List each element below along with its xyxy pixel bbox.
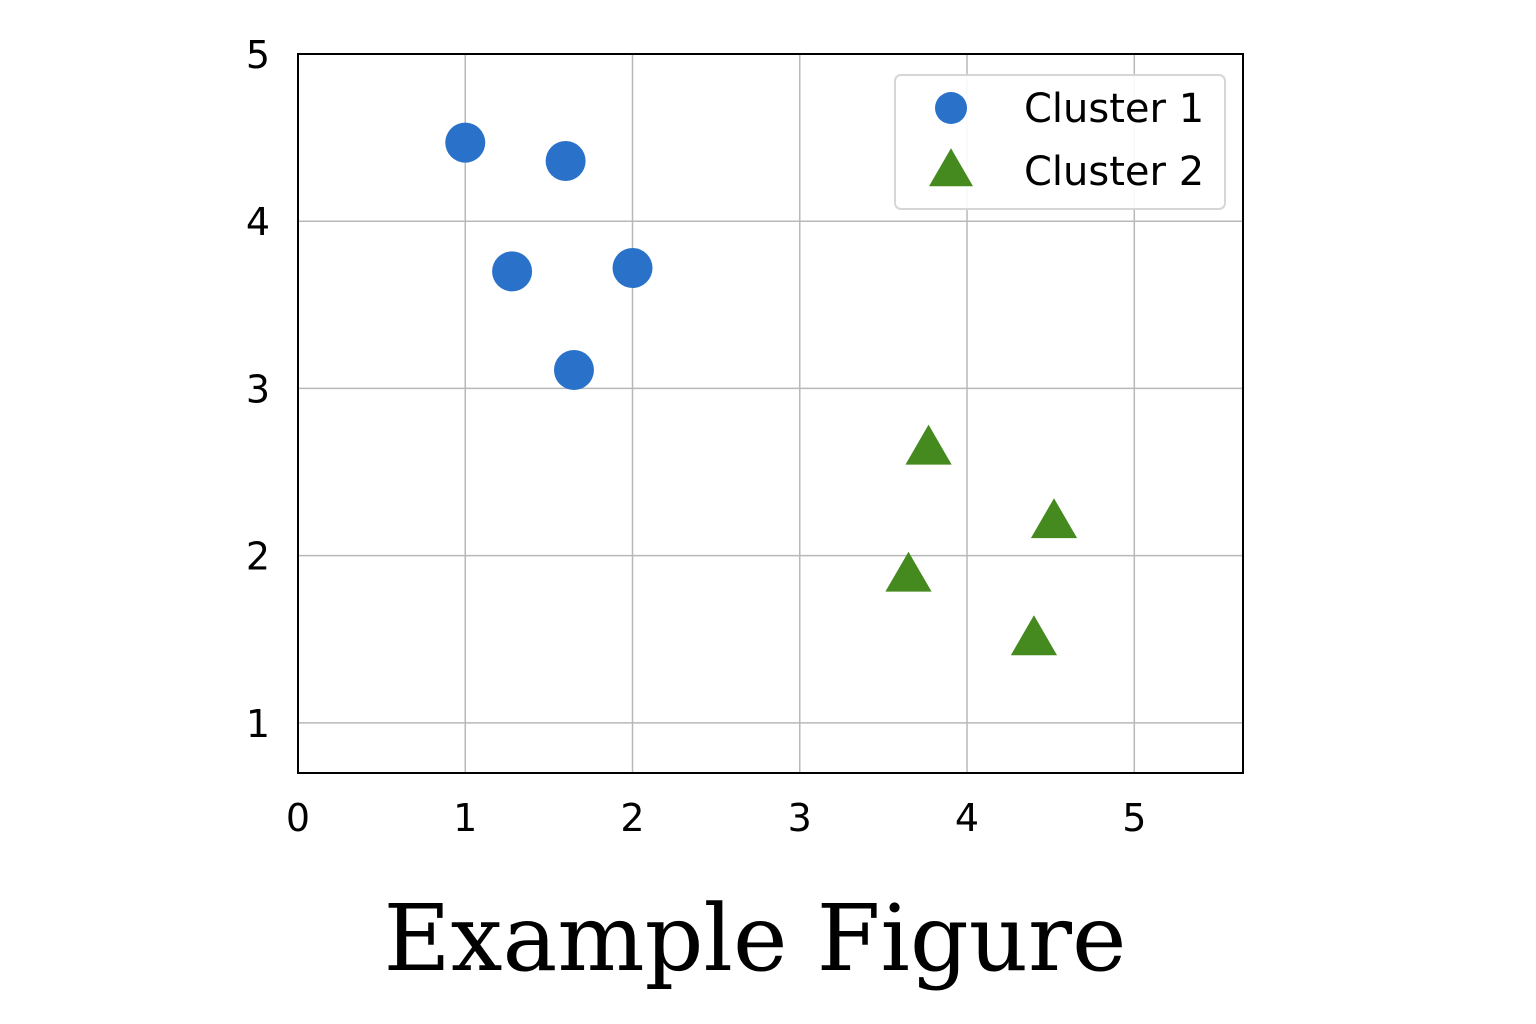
x-tick-label: 1 [453,796,477,840]
data-points [445,122,1078,656]
tick-labels: 0 1 2 3 4 5 1 2 3 4 5 [246,33,1147,840]
x-tick-label: 2 [620,796,644,840]
data-point-circle [445,122,486,163]
legend-entries: Cluster 1 Cluster 2 [929,86,1204,195]
x-tick-label: 3 [788,796,812,840]
legend: Cluster 1 Cluster 2 [894,74,1226,210]
legend-entry: Cluster 2 [929,148,1204,195]
y-tick-label: 5 [246,33,270,77]
data-point-triangle [885,551,932,592]
y-tick-label: 2 [246,535,270,579]
data-point-circle [553,350,594,391]
legend-entry: Cluster 1 [935,86,1204,132]
data-point-circle [492,251,533,292]
axes-frame [297,53,1244,774]
data-point-circle [612,248,653,289]
legend-marker-circle [935,92,967,124]
chart-title: Example Figure [384,885,1127,992]
y-tick-label: 4 [246,200,270,244]
series-2 [885,424,1078,656]
x-tick-label: 5 [1122,796,1146,840]
legend-label: Cluster 2 [1024,149,1204,195]
series-1 [445,122,653,391]
data-point-triangle [1030,498,1078,539]
data-point-triangle [1010,615,1058,656]
y-tick-label: 1 [246,702,270,746]
legend-box [894,74,1226,210]
x-tick-label: 4 [955,796,979,840]
legend-marker-triangle [929,148,973,187]
y-tick-label: 3 [246,367,270,411]
data-point-circle [545,141,586,182]
data-point-triangle [905,424,952,465]
x-tick-label: 0 [286,796,310,840]
legend-label: Cluster 1 [1024,86,1204,132]
